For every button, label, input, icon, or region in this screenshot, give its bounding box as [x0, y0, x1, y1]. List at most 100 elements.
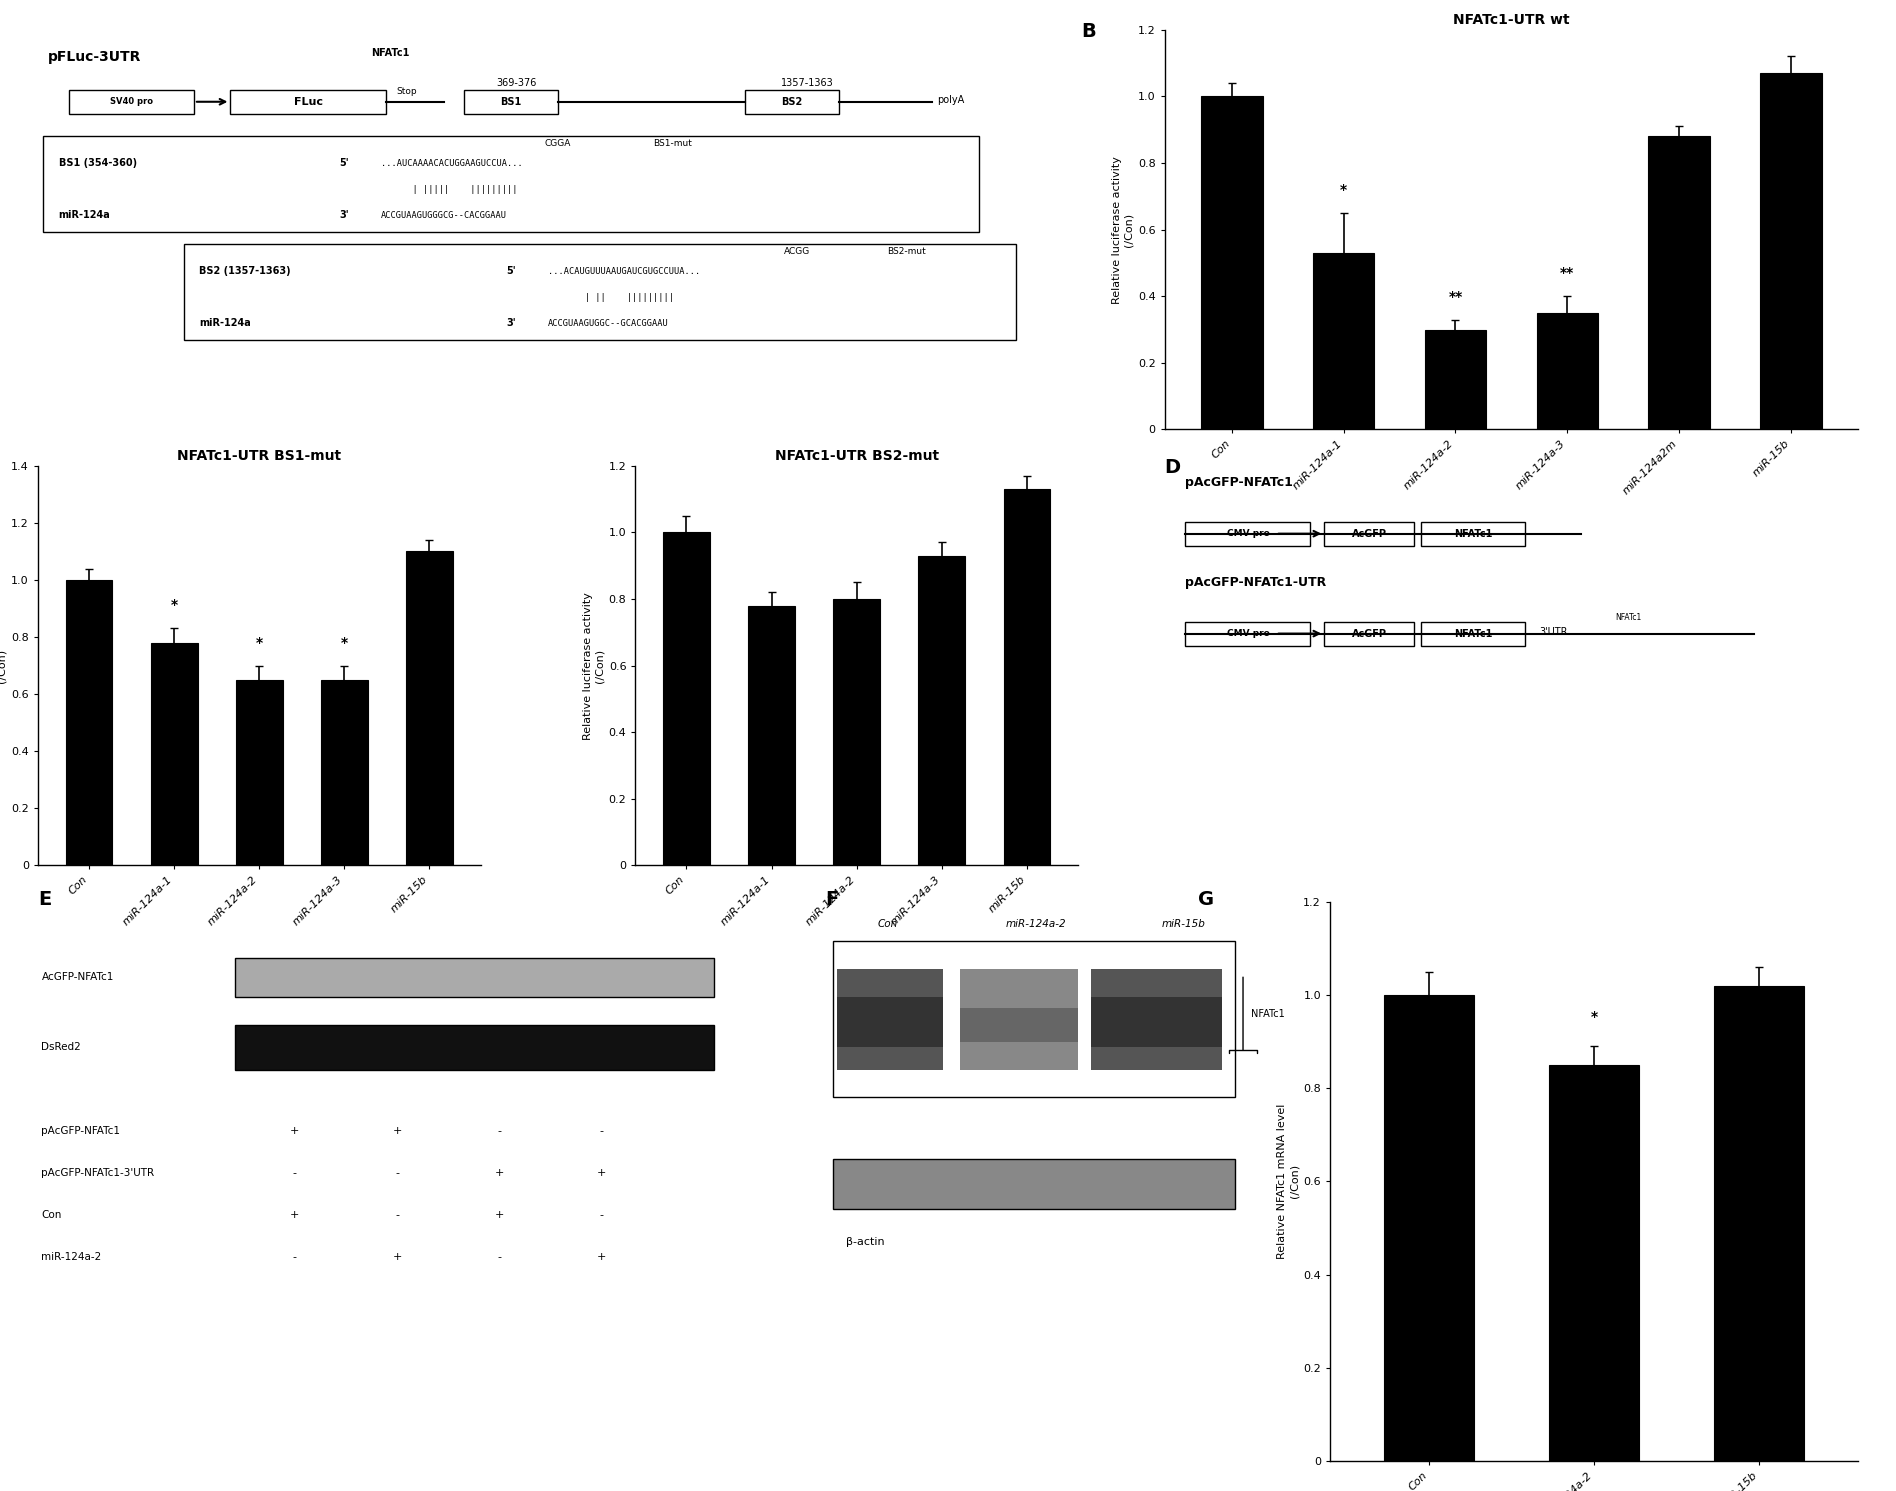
Bar: [1185, 622, 1310, 646]
Text: pAcGFP-NFATc1-UTR: pAcGFP-NFATc1-UTR: [1185, 576, 1327, 589]
Title: NFATc1-UTR BS1-mut: NFATc1-UTR BS1-mut: [176, 449, 341, 464]
Text: 3'UTR: 3'UTR: [1540, 626, 1568, 637]
Bar: [1536, 313, 1598, 429]
Text: E: E: [38, 890, 51, 910]
Title: NFATc1-UTR BS2-mut: NFATc1-UTR BS2-mut: [775, 449, 939, 464]
Text: ...ACAUGUUUAAUGAUCGUGCCUUA...: ...ACAUGUUUAAUGAUCGUGCCUUA...: [548, 267, 700, 276]
Text: *: *: [341, 635, 347, 650]
Text: *: *: [1340, 183, 1348, 197]
Text: DsRed2: DsRed2: [42, 1042, 82, 1053]
Bar: [838, 997, 942, 1047]
Text: miR-124a: miR-124a: [59, 210, 110, 219]
Text: 1357-1363: 1357-1363: [781, 78, 834, 88]
Text: NFATc1: NFATc1: [1454, 529, 1492, 538]
Text: BS2: BS2: [781, 97, 802, 107]
Text: F: F: [825, 890, 838, 910]
Text: -: -: [497, 1126, 501, 1136]
Text: pAcGFP-NFATc1-3'UTR: pAcGFP-NFATc1-3'UTR: [42, 1167, 155, 1178]
Text: SV40 pro: SV40 pro: [110, 97, 154, 106]
Text: BS2-mut: BS2-mut: [887, 246, 925, 255]
Bar: [838, 969, 942, 1069]
Bar: [1312, 253, 1375, 429]
Text: *: *: [256, 635, 264, 650]
Text: -: -: [497, 1252, 501, 1261]
Text: *: *: [1591, 1009, 1598, 1024]
Bar: [229, 89, 387, 113]
Bar: [184, 243, 1016, 340]
Text: Con: Con: [42, 1211, 63, 1220]
Text: -: -: [394, 1167, 398, 1178]
Text: Stop: Stop: [396, 86, 417, 95]
Text: NFATc1: NFATc1: [1454, 629, 1492, 638]
Text: +: +: [392, 1252, 402, 1261]
Bar: [959, 969, 1079, 1069]
Bar: [1200, 97, 1263, 429]
Text: 5': 5': [339, 158, 349, 167]
Bar: [1549, 1065, 1640, 1461]
Text: miR-124a-2: miR-124a-2: [42, 1252, 102, 1261]
Text: CMV pro: CMV pro: [1227, 629, 1268, 638]
Bar: [66, 580, 112, 865]
Bar: [918, 556, 965, 865]
Bar: [749, 605, 794, 865]
Text: ACCGUAAGUGGC--GCACGGAAU: ACCGUAAGUGGC--GCACGGAAU: [548, 319, 667, 328]
Text: -: -: [394, 1211, 398, 1220]
Bar: [1648, 136, 1710, 429]
Text: D: D: [1164, 458, 1181, 477]
Bar: [235, 1024, 715, 1069]
Title: NFATc1-UTR wt: NFATc1-UTR wt: [1452, 13, 1570, 27]
Text: CGGA: CGGA: [544, 139, 571, 148]
Text: Con: Con: [878, 918, 899, 929]
Y-axis label: Relative NFATc1 mRNA level
(/Con): Relative NFATc1 mRNA level (/Con): [1278, 1103, 1299, 1258]
Text: +: +: [392, 1126, 402, 1136]
Text: **: **: [1560, 267, 1574, 280]
Text: **: **: [1449, 289, 1462, 304]
Bar: [1185, 522, 1310, 546]
Bar: [1090, 997, 1221, 1047]
Bar: [832, 941, 1234, 1097]
Text: +: +: [597, 1252, 607, 1261]
Bar: [1323, 622, 1414, 646]
Bar: [68, 89, 193, 113]
Text: BS1: BS1: [501, 97, 521, 107]
Text: *: *: [171, 598, 178, 613]
Bar: [1422, 522, 1524, 546]
Text: NFATc1: NFATc1: [1615, 613, 1642, 622]
Bar: [834, 599, 880, 865]
Bar: [664, 532, 709, 865]
Text: 5': 5': [506, 265, 516, 276]
Bar: [235, 680, 283, 865]
Text: pFLuc-3UTR: pFLuc-3UTR: [47, 49, 142, 64]
Text: 369-376: 369-376: [497, 78, 537, 88]
Bar: [465, 89, 557, 113]
Text: 3': 3': [339, 210, 349, 219]
Text: miR-124a-2: miR-124a-2: [1005, 918, 1066, 929]
Text: pAcGFP-NFATc1: pAcGFP-NFATc1: [42, 1126, 121, 1136]
Bar: [1422, 622, 1524, 646]
Bar: [150, 643, 197, 865]
Bar: [320, 680, 368, 865]
Text: CMV pro: CMV pro: [1227, 529, 1268, 538]
Text: BS1-mut: BS1-mut: [652, 139, 692, 148]
Bar: [1714, 986, 1805, 1461]
Bar: [1384, 994, 1475, 1461]
Text: +: +: [495, 1211, 504, 1220]
Bar: [832, 1159, 1234, 1209]
Bar: [1090, 969, 1221, 1069]
Text: ACGG: ACGG: [785, 246, 810, 255]
Bar: [959, 1008, 1079, 1042]
Text: +: +: [597, 1167, 607, 1178]
Text: +: +: [290, 1211, 300, 1220]
Text: pAcGFP-NFATc1: pAcGFP-NFATc1: [1185, 476, 1293, 489]
Text: NFATc1: NFATc1: [1251, 1008, 1285, 1018]
Text: -: -: [599, 1211, 603, 1220]
Text: +: +: [495, 1167, 504, 1178]
Text: β-actin: β-actin: [846, 1238, 885, 1248]
Y-axis label: Relative luciferase activity
(/Con): Relative luciferase activity (/Con): [0, 592, 8, 740]
Text: BS2 (1357-1363): BS2 (1357-1363): [199, 265, 290, 276]
Text: AcGFP: AcGFP: [1352, 629, 1386, 638]
Bar: [406, 552, 453, 865]
Y-axis label: Relative luciferase activity
(/Con): Relative luciferase activity (/Con): [1113, 155, 1134, 304]
Text: | |||||    |||||||||: | ||||| |||||||||: [381, 185, 518, 194]
Text: -: -: [292, 1252, 298, 1261]
